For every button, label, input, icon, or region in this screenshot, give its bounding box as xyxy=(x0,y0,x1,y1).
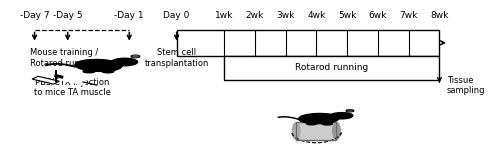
Ellipse shape xyxy=(348,110,352,111)
Text: Rotarod running: Rotarod running xyxy=(295,63,369,72)
Ellipse shape xyxy=(307,122,317,125)
Text: 4wk: 4wk xyxy=(307,11,326,20)
Ellipse shape xyxy=(112,58,138,66)
Text: 8wk: 8wk xyxy=(430,11,449,20)
Text: -Day 5: -Day 5 xyxy=(53,11,83,20)
Bar xyxy=(296,122,337,140)
Bar xyxy=(224,56,439,80)
Text: 2wk: 2wk xyxy=(246,11,264,20)
Text: PBS/CTX injection
to mice TA muscle: PBS/CTX injection to mice TA muscle xyxy=(34,78,111,97)
Ellipse shape xyxy=(75,59,122,71)
Text: 1wk: 1wk xyxy=(215,11,233,20)
Bar xyxy=(296,122,337,140)
Ellipse shape xyxy=(83,70,95,73)
Text: Stem cell
transplantation: Stem cell transplantation xyxy=(145,48,209,68)
Ellipse shape xyxy=(292,122,300,140)
Ellipse shape xyxy=(346,110,354,112)
Text: Tissue
sampling: Tissue sampling xyxy=(447,76,485,95)
Ellipse shape xyxy=(330,113,353,119)
Ellipse shape xyxy=(333,122,340,140)
Text: 5wk: 5wk xyxy=(338,11,356,20)
Ellipse shape xyxy=(133,56,138,57)
Ellipse shape xyxy=(131,55,140,58)
Text: -Day 7: -Day 7 xyxy=(20,11,49,20)
Text: 6wk: 6wk xyxy=(369,11,387,20)
Bar xyxy=(32,76,60,84)
Text: 3wk: 3wk xyxy=(277,11,295,20)
Text: Mouse training /
Rotarod running: Mouse training / Rotarod running xyxy=(30,48,98,68)
Ellipse shape xyxy=(102,70,114,73)
Ellipse shape xyxy=(322,122,333,125)
Text: 7wk: 7wk xyxy=(400,11,418,20)
Ellipse shape xyxy=(299,114,339,124)
Text: Day 0: Day 0 xyxy=(163,11,190,20)
Text: -Day 1: -Day 1 xyxy=(115,11,144,20)
Bar xyxy=(177,30,439,56)
